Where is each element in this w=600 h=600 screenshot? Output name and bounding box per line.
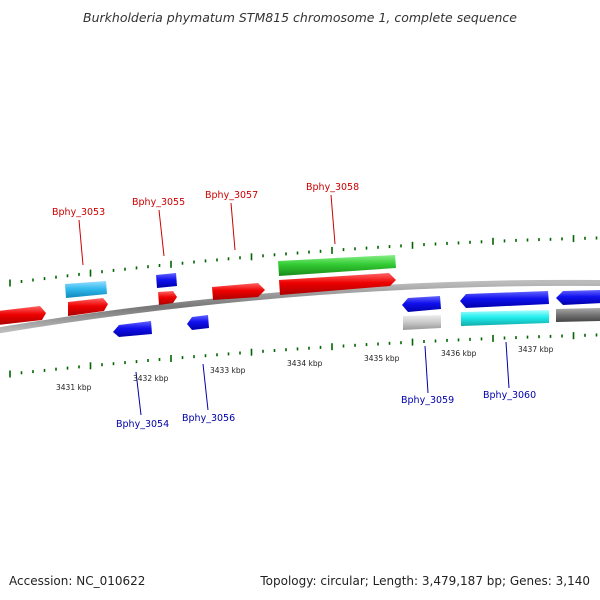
scale-label: 3437 kbp	[518, 345, 554, 354]
gene-feature-skyblue[interactable]	[65, 281, 107, 298]
gene-label-bphy-3053[interactable]: Bphy_3053	[52, 207, 105, 218]
gene-label-bphy-3056[interactable]: Bphy_3056	[182, 413, 235, 424]
reverse-leader-lines	[135, 341, 510, 416]
lower-tick-track	[9, 332, 598, 378]
gene-arrow-reverse[interactable]	[556, 290, 600, 305]
scale-label: 3431 kbp	[56, 383, 92, 392]
scale-label: 3435 kbp	[364, 354, 400, 363]
gene-label-bphy-3058[interactable]: Bphy_3058	[306, 182, 359, 193]
gene-arrow-reverse[interactable]	[402, 296, 441, 312]
gene-arrow-reverse[interactable]	[460, 291, 549, 308]
gene-feature-blue[interactable]	[156, 273, 177, 288]
topology-text: Topology: circular; Length: 3,479,187 bp…	[260, 574, 590, 588]
gene-arrow-forward[interactable]	[158, 291, 177, 305]
gene-label-bphy-3059[interactable]: Bphy_3059	[401, 395, 454, 406]
gene-label-bphy-3055[interactable]: Bphy_3055	[132, 197, 185, 208]
scale-label: 3433 kbp	[210, 366, 246, 375]
gene-arrow-forward[interactable]	[68, 298, 108, 316]
gene-feature-green[interactable]	[278, 255, 396, 276]
gene-arrow-forward[interactable]	[0, 306, 46, 325]
scale-label: 3434 kbp	[287, 359, 323, 368]
gene-label-bphy-3057[interactable]: Bphy_3057	[205, 190, 258, 201]
scale-label: 3436 kbp	[441, 349, 477, 358]
forward-leader-lines	[78, 194, 336, 266]
gene-arrow-forward[interactable]	[279, 273, 396, 295]
gene-feature-gray[interactable]	[403, 315, 441, 330]
upper-tick-track	[9, 235, 598, 287]
gene-feature-cyan[interactable]	[461, 310, 549, 326]
accession-text: Accession: NC_010622	[9, 574, 146, 588]
gene-feature-darkgray[interactable]	[556, 308, 600, 322]
gene-arrow-forward[interactable]	[212, 283, 265, 300]
map-title: Burkholderia phymatum STM815 chromosome …	[83, 10, 517, 25]
gene-label-bphy-3060[interactable]: Bphy_3060	[483, 390, 536, 401]
gene-arrow-reverse[interactable]	[113, 321, 152, 337]
chromosome-backbone	[0, 279, 600, 334]
scale-label: 3432 kbp	[133, 374, 169, 383]
gene-arrow-reverse[interactable]	[187, 315, 209, 330]
gene-label-bphy-3054[interactable]: Bphy_3054	[116, 419, 169, 430]
